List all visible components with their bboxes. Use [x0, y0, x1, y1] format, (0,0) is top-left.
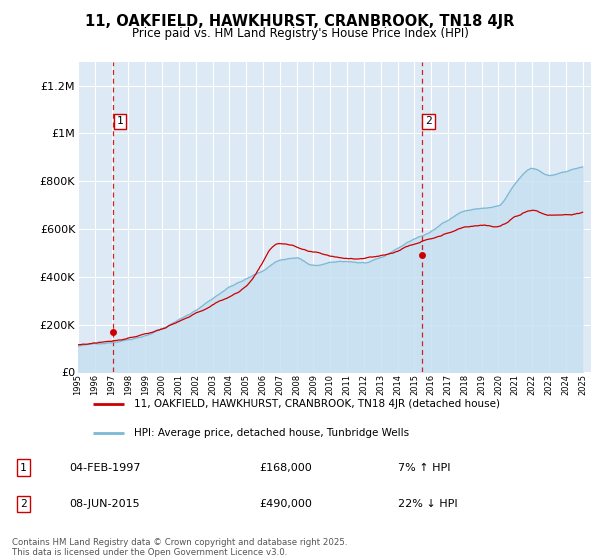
- Text: 7% ↑ HPI: 7% ↑ HPI: [398, 463, 451, 473]
- Text: £490,000: £490,000: [260, 499, 313, 509]
- Text: 11, OAKFIELD, HAWKHURST, CRANBROOK, TN18 4JR: 11, OAKFIELD, HAWKHURST, CRANBROOK, TN18…: [85, 14, 515, 29]
- Text: 22% ↓ HPI: 22% ↓ HPI: [398, 499, 458, 509]
- Text: 1: 1: [20, 463, 27, 473]
- Text: 08-JUN-2015: 08-JUN-2015: [70, 499, 140, 509]
- Text: 1: 1: [116, 116, 123, 127]
- Text: Contains HM Land Registry data © Crown copyright and database right 2025.
This d: Contains HM Land Registry data © Crown c…: [12, 538, 347, 557]
- Text: 04-FEB-1997: 04-FEB-1997: [70, 463, 141, 473]
- Text: 11, OAKFIELD, HAWKHURST, CRANBROOK, TN18 4JR (detached house): 11, OAKFIELD, HAWKHURST, CRANBROOK, TN18…: [134, 399, 500, 409]
- Text: 2: 2: [20, 499, 27, 509]
- Text: 2: 2: [425, 116, 432, 127]
- Text: HPI: Average price, detached house, Tunbridge Wells: HPI: Average price, detached house, Tunb…: [134, 428, 410, 438]
- Text: Price paid vs. HM Land Registry's House Price Index (HPI): Price paid vs. HM Land Registry's House …: [131, 27, 469, 40]
- Text: £168,000: £168,000: [260, 463, 313, 473]
